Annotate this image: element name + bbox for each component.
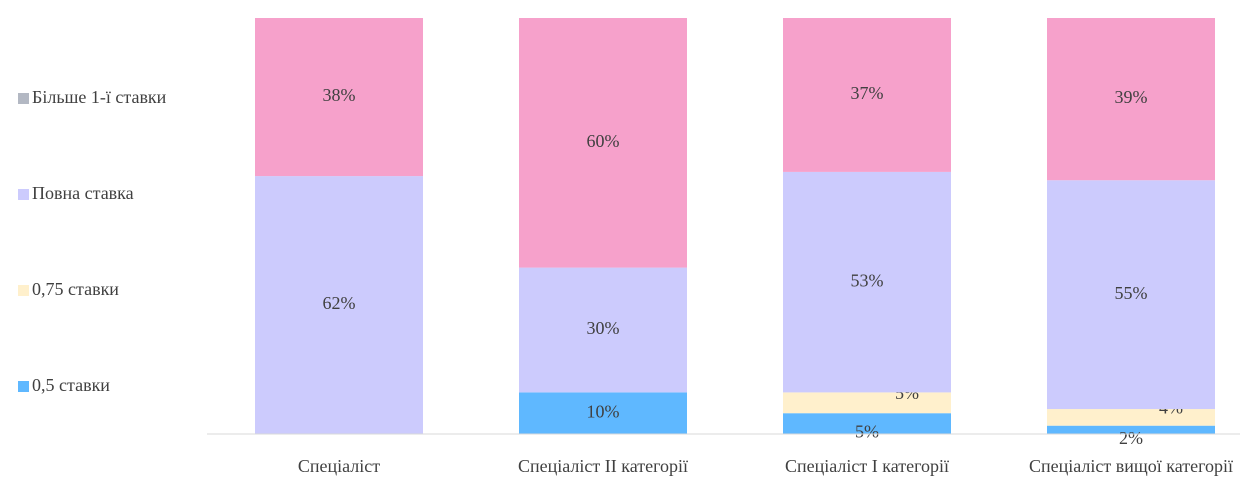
data-label: 55% (1115, 283, 1148, 303)
bar-segment (519, 392, 687, 434)
bar-segment (783, 392, 951, 414)
data-label: 10% (587, 401, 620, 421)
bar-segment (783, 413, 951, 434)
data-label: 38% (323, 85, 356, 105)
data-label: 37% (851, 83, 884, 103)
data-label: 39% (1115, 87, 1148, 107)
bar-segment (1047, 409, 1215, 426)
x-tick-label: Спеціаліст II категорії (517, 456, 689, 476)
data-label: 2% (1119, 428, 1143, 448)
legend-swatch (18, 189, 29, 200)
bar-segment (255, 18, 423, 177)
legend-swatch (18, 93, 29, 104)
bar-segment (1047, 180, 1215, 410)
legend-label: Повна ставка (32, 183, 134, 203)
legend-swatch (18, 285, 29, 296)
bar-segment (1047, 425, 1215, 434)
bar-segment (783, 18, 951, 172)
data-label: 62% (323, 293, 356, 313)
legend-label: Більше 1-ї ставки (32, 87, 167, 107)
x-tick-label: Спеціаліст вищої категорії (1028, 456, 1234, 476)
legend-label: 0,5 ставки (32, 375, 110, 395)
bar-segment (255, 176, 423, 434)
bar-segment (519, 267, 687, 393)
legend-label: 0,75 ставки (32, 279, 119, 299)
data-label: 60% (587, 131, 620, 151)
data-label: 5% (855, 422, 879, 442)
x-tick-label: Спеціаліст I категорії (784, 456, 950, 476)
data-label: 53% (851, 270, 884, 290)
bar-segment (1047, 18, 1215, 181)
bar-segment (519, 18, 687, 268)
bar-segment (783, 171, 951, 393)
legend-swatch (18, 381, 29, 392)
data-label: 30% (587, 318, 620, 338)
x-tick-label: Спеціаліст (297, 456, 381, 476)
